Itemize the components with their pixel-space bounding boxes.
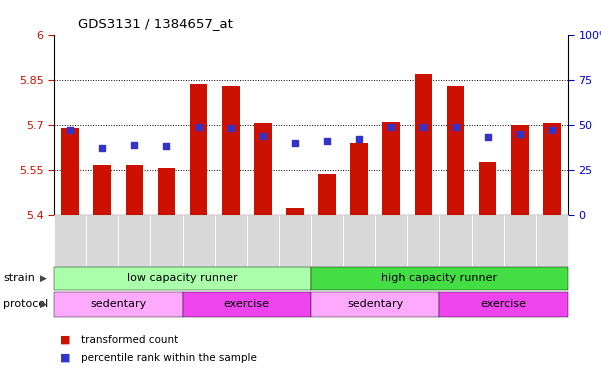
Text: low capacity runner: low capacity runner xyxy=(127,273,238,283)
Point xyxy=(483,134,492,141)
Bar xyxy=(93,166,111,215)
Text: ■: ■ xyxy=(60,353,70,363)
Point xyxy=(515,131,525,137)
Bar xyxy=(543,123,561,215)
Text: ▶: ▶ xyxy=(40,274,47,283)
Text: sedentary: sedentary xyxy=(347,299,403,310)
Bar xyxy=(447,86,465,215)
Point xyxy=(419,124,429,130)
Point xyxy=(130,142,139,148)
Point xyxy=(386,124,396,130)
Point xyxy=(547,127,557,133)
Bar xyxy=(479,162,496,215)
Point xyxy=(355,136,364,142)
Text: exercise: exercise xyxy=(224,299,270,310)
Text: ■: ■ xyxy=(60,335,70,345)
Point xyxy=(194,124,203,130)
Point xyxy=(322,138,332,144)
Text: strain: strain xyxy=(3,273,35,283)
Bar xyxy=(382,122,400,215)
Text: sedentary: sedentary xyxy=(90,299,147,310)
Bar xyxy=(511,125,529,215)
Bar xyxy=(222,86,240,215)
Point xyxy=(97,145,107,151)
Text: transformed count: transformed count xyxy=(81,335,178,345)
Bar xyxy=(415,74,432,215)
Point xyxy=(258,132,267,139)
Text: GDS3131 / 1384657_at: GDS3131 / 1384657_at xyxy=(78,17,233,30)
Text: percentile rank within the sample: percentile rank within the sample xyxy=(81,353,257,363)
Point xyxy=(290,140,300,146)
Point xyxy=(66,127,75,133)
Text: ▶: ▶ xyxy=(40,300,47,309)
Bar xyxy=(350,143,368,215)
Bar xyxy=(254,123,272,215)
Bar xyxy=(190,84,207,215)
Bar xyxy=(126,166,143,215)
Text: exercise: exercise xyxy=(481,299,526,310)
Bar xyxy=(61,128,79,215)
Point xyxy=(162,143,171,149)
Bar xyxy=(286,207,304,215)
Bar xyxy=(319,174,336,215)
Point xyxy=(226,125,236,131)
Text: high capacity runner: high capacity runner xyxy=(382,273,498,283)
Text: protocol: protocol xyxy=(3,299,48,310)
Point xyxy=(451,124,460,130)
Bar xyxy=(157,169,175,215)
